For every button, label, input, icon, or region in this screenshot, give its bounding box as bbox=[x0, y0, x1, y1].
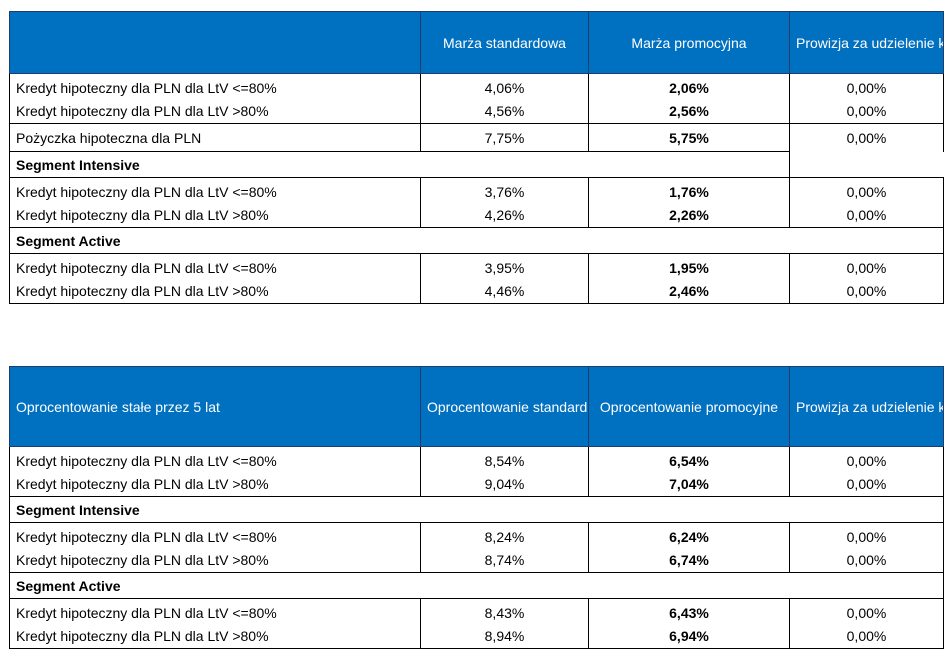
fee-value: 0,00% bbox=[789, 123, 944, 152]
promo-value: 6,74% bbox=[588, 547, 790, 573]
standard-value: 8,94% bbox=[420, 623, 589, 649]
product-label: Kredyt hipoteczny dla PLN dla LtV >80% bbox=[9, 98, 421, 124]
product-label: Kredyt hipoteczny dla PLN dla LtV <=80% bbox=[9, 177, 421, 203]
product-label: Kredyt hipoteczny dla PLN dla LtV >80% bbox=[9, 547, 421, 573]
header-fee: Prowizja za udzielenie kredytu bbox=[789, 366, 944, 447]
segment-title: Segment Intensive bbox=[9, 151, 790, 178]
fee-value: 0,00% bbox=[789, 177, 944, 203]
standard-value: 4,56% bbox=[420, 98, 589, 124]
table-row: Kredyt hipoteczny dla PLN dla LtV <=80% … bbox=[9, 598, 944, 624]
promo-value: 7,04% bbox=[588, 471, 790, 497]
product-label: Kredyt hipoteczny dla PLN dla LtV >80% bbox=[9, 471, 421, 497]
fee-value: 0,00% bbox=[789, 446, 944, 472]
segment-heading: Segment Active bbox=[9, 572, 944, 599]
product-label: Kredyt hipoteczny dla PLN dla LtV <=80% bbox=[9, 73, 421, 99]
fee-value: 0,00% bbox=[789, 278, 944, 304]
promo-value: 2,56% bbox=[588, 98, 790, 124]
promo-value: 6,94% bbox=[588, 623, 790, 649]
promo-value: 1,76% bbox=[588, 177, 790, 203]
header-promo-rate: Oprocentowanie promocyjne bbox=[588, 366, 790, 447]
promo-value: 6,43% bbox=[588, 598, 790, 624]
fee-value: 0,00% bbox=[789, 98, 944, 124]
segment-heading: Segment Intensive bbox=[9, 151, 944, 178]
promo-value: 2,46% bbox=[588, 278, 790, 304]
header-product: Oprocentowanie stałe przez 5 lat bbox=[9, 366, 421, 447]
header-product bbox=[9, 11, 421, 74]
standard-value: 4,46% bbox=[420, 278, 589, 304]
standard-value: 8,54% bbox=[420, 446, 589, 472]
standard-value: 9,04% bbox=[420, 471, 589, 497]
product-label: Kredyt hipoteczny dla PLN dla LtV >80% bbox=[9, 202, 421, 228]
fee-value: 0,00% bbox=[789, 598, 944, 624]
standard-value: 4,06% bbox=[420, 73, 589, 99]
fee-value: 0,00% bbox=[789, 73, 944, 99]
table-row: Kredyt hipoteczny dla PLN dla LtV <=80% … bbox=[9, 177, 944, 203]
margin-table: Marża standardowa Marża promocyjna Prowi… bbox=[9, 11, 944, 304]
table-row: Kredyt hipoteczny dla PLN dla LtV >80% 4… bbox=[9, 202, 944, 228]
product-label: Kredyt hipoteczny dla PLN dla LtV >80% bbox=[9, 623, 421, 649]
fee-value: 0,00% bbox=[789, 253, 944, 279]
table-row: Kredyt hipoteczny dla PLN dla LtV >80% 8… bbox=[9, 623, 944, 649]
margin-table-header: Marża standardowa Marża promocyjna Prowi… bbox=[9, 11, 944, 74]
fee-value: 0,00% bbox=[789, 202, 944, 228]
table-row: Kredyt hipoteczny dla PLN dla LtV <=80% … bbox=[9, 253, 944, 279]
promo-value: 1,95% bbox=[588, 253, 790, 279]
header-standard-margin: Marża standardowa bbox=[420, 11, 589, 74]
fixed-rate-table-header: Oprocentowanie stałe przez 5 lat Oprocen… bbox=[9, 366, 944, 447]
table-row: Kredyt hipoteczny dla PLN dla LtV >80% 8… bbox=[9, 547, 944, 573]
table-row: Kredyt hipoteczny dla PLN dla LtV <=80% … bbox=[9, 73, 944, 99]
promo-value: 5,75% bbox=[588, 123, 790, 152]
standard-value: 8,74% bbox=[420, 547, 589, 573]
fee-value: 0,00% bbox=[789, 547, 944, 573]
standard-value: 3,76% bbox=[420, 177, 589, 203]
promo-value: 2,26% bbox=[588, 202, 790, 228]
product-label: Kredyt hipoteczny dla PLN dla LtV <=80% bbox=[9, 522, 421, 548]
segment-title: Segment Active bbox=[9, 227, 944, 254]
segment-heading: Segment Intensive bbox=[9, 496, 944, 523]
product-label: Pożyczka hipoteczna dla PLN bbox=[9, 123, 421, 152]
segment-title: Segment Active bbox=[9, 572, 944, 599]
table-row: Pożyczka hipoteczna dla PLN 7,75% 5,75% … bbox=[9, 123, 944, 152]
header-promo-margin: Marża promocyjna bbox=[588, 11, 790, 74]
product-label: Kredyt hipoteczny dla PLN dla LtV <=80% bbox=[9, 253, 421, 279]
promo-value: 6,54% bbox=[588, 446, 790, 472]
product-label: Kredyt hipoteczny dla PLN dla LtV >80% bbox=[9, 278, 421, 304]
fee-value: 0,00% bbox=[789, 522, 944, 548]
promo-value: 6,24% bbox=[588, 522, 790, 548]
table-row: Kredyt hipoteczny dla PLN dla LtV >80% 4… bbox=[9, 278, 944, 304]
standard-value: 3,95% bbox=[420, 253, 589, 279]
table-row: Kredyt hipoteczny dla PLN dla LtV >80% 9… bbox=[9, 471, 944, 497]
segment-title: Segment Intensive bbox=[9, 496, 944, 523]
segment-heading: Segment Active bbox=[9, 227, 944, 254]
table-row: Kredyt hipoteczny dla PLN dla LtV >80% 4… bbox=[9, 98, 944, 124]
header-standard-rate: Oprocentowanie standardowe bbox=[420, 366, 589, 447]
fee-value: 0,00% bbox=[789, 623, 944, 649]
promo-value: 2,06% bbox=[588, 73, 790, 99]
product-label: Kredyt hipoteczny dla PLN dla LtV <=80% bbox=[9, 446, 421, 472]
fixed-rate-table: Oprocentowanie stałe przez 5 lat Oprocen… bbox=[9, 366, 944, 649]
standard-value: 7,75% bbox=[420, 123, 589, 152]
standard-value: 4,26% bbox=[420, 202, 589, 228]
standard-value: 8,43% bbox=[420, 598, 589, 624]
fee-value: 0,00% bbox=[789, 471, 944, 497]
standard-value: 8,24% bbox=[420, 522, 589, 548]
table-row: Kredyt hipoteczny dla PLN dla LtV <=80% … bbox=[9, 522, 944, 548]
header-fee: Prowizja za udzielenie kredytu bbox=[789, 11, 944, 74]
table-row: Kredyt hipoteczny dla PLN dla LtV <=80% … bbox=[9, 446, 944, 472]
product-label: Kredyt hipoteczny dla PLN dla LtV <=80% bbox=[9, 598, 421, 624]
